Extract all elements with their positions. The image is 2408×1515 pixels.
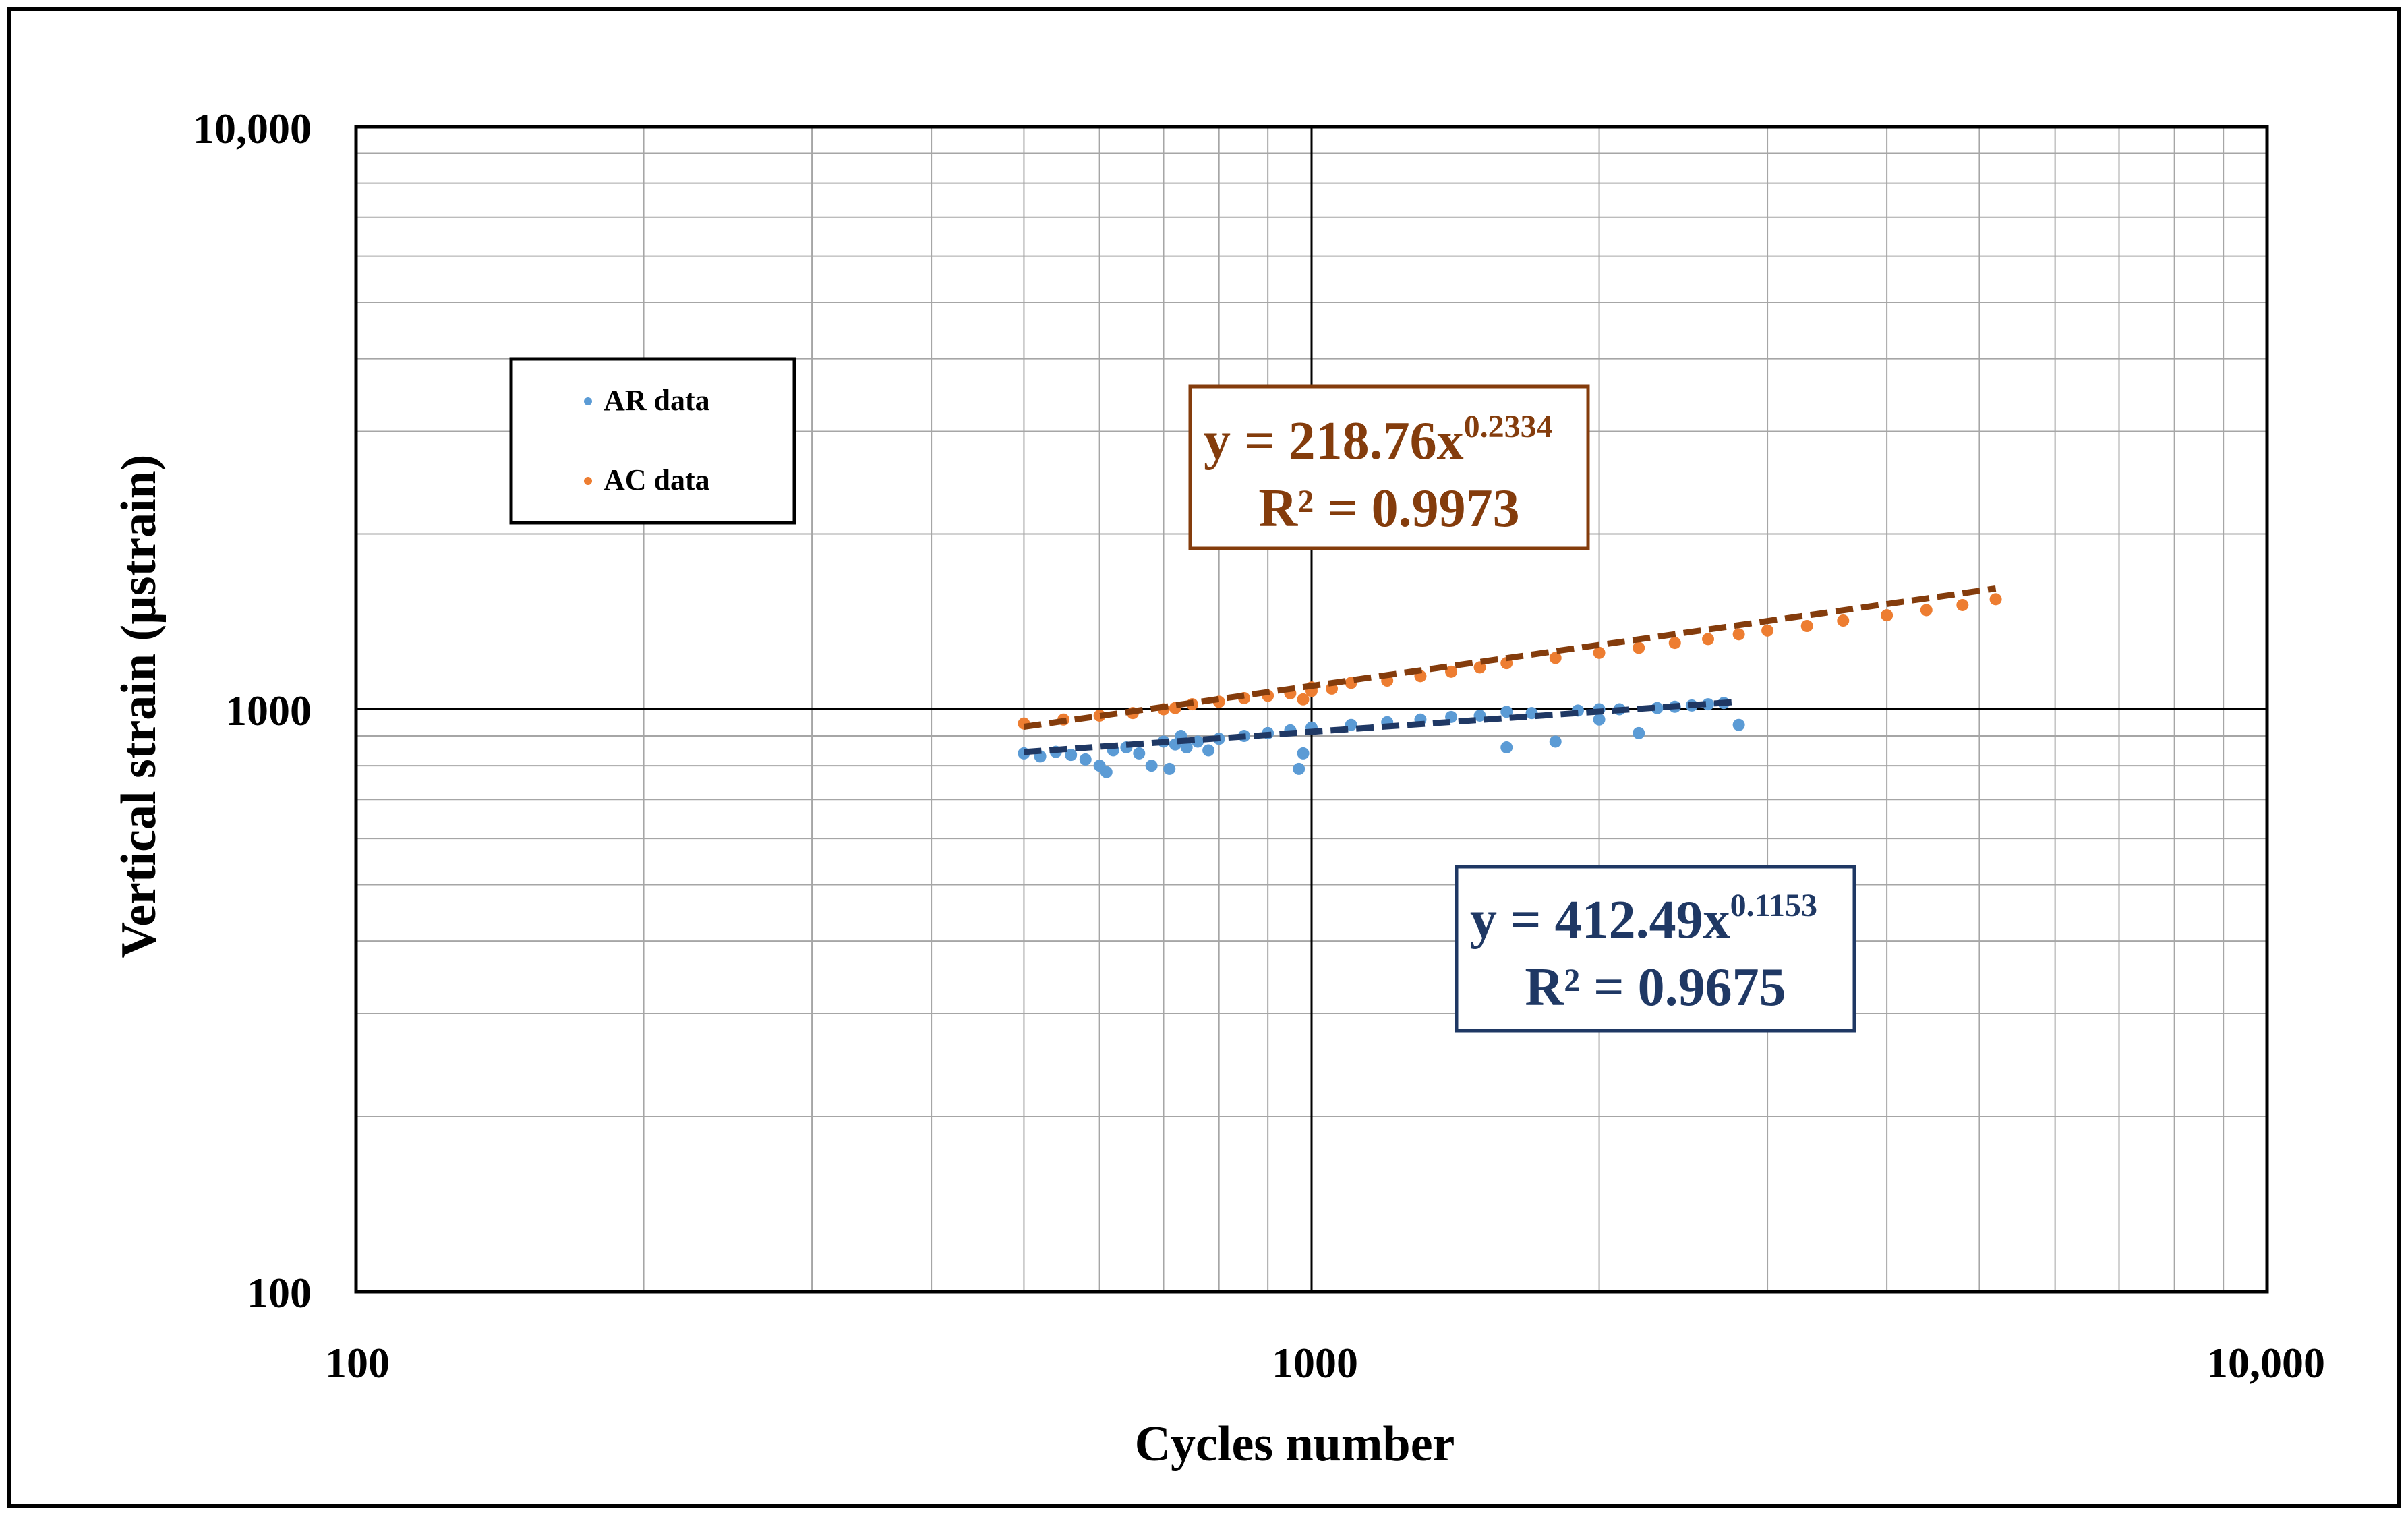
x-tick-label: 1000 <box>1272 1339 1358 1387</box>
legend-label-ac: AC data <box>604 463 710 496</box>
ar-equation-text: y = 412.49x0.1153 <box>1470 888 1817 950</box>
ar-data-point <box>1525 707 1538 720</box>
ac-data-point <box>1800 620 1813 633</box>
ac-data-point <box>1702 633 1715 646</box>
trendline-ac <box>1023 585 1997 730</box>
ar-data-point <box>1297 747 1310 760</box>
y-axis-title: Vertical strain (µstrain) <box>111 455 167 959</box>
x-tick-label: 10,000 <box>2206 1339 2325 1387</box>
grid-major <box>356 127 2267 1292</box>
ar-data-point <box>1133 747 1146 760</box>
legend-label-ar: AR data <box>604 384 710 417</box>
ac-equation-base: y = 218.76x <box>1204 411 1464 471</box>
ar-r2-text: R² = 0.9675 <box>1525 958 1786 1017</box>
ar-data-point <box>1145 760 1158 772</box>
ar-data-point <box>1473 709 1486 722</box>
x-tick-labels: 100 1000 10,000 <box>325 1339 2325 1387</box>
x-tick-label: 100 <box>325 1339 390 1387</box>
ar-data-point <box>1065 749 1078 762</box>
legend-marker-ar <box>584 397 592 405</box>
ar-data-point <box>1202 744 1215 757</box>
ar-data-point <box>1593 713 1606 726</box>
ac-data-point <box>1989 593 2002 606</box>
ac-data-point <box>1837 614 1850 627</box>
ac-equation-label: y = 218.76x0.2334 R² = 0.9973 <box>1188 384 1590 550</box>
legend-box <box>509 357 796 525</box>
plot-border <box>354 125 2269 1294</box>
ac-equation-box <box>1188 384 1590 550</box>
ac-data-point <box>1445 665 1458 678</box>
ac-equation-exponent: 0.2334 <box>1464 409 1553 445</box>
y-tick-labels: 100 1000 10,000 <box>193 105 312 1317</box>
y-tick-label: 1000 <box>225 687 312 735</box>
ar-data-point <box>1633 726 1645 739</box>
ar-data-point <box>1500 741 1513 754</box>
legend: AR data AC data <box>509 357 796 525</box>
ac-data-point <box>1668 637 1681 650</box>
ar-equation-base: y = 412.49x <box>1470 890 1730 950</box>
ac-data-point <box>1761 624 1774 637</box>
trendline-ar <box>1024 698 1739 755</box>
legend-marker-ac <box>584 477 592 485</box>
ar-data-point <box>1100 766 1113 778</box>
ar-data-point <box>1079 753 1092 766</box>
y-tick-label: 100 <box>247 1269 312 1317</box>
ar-data-point <box>1345 718 1357 731</box>
ar-data-point <box>1732 718 1745 731</box>
ac-data-point <box>1732 628 1745 641</box>
ar-data-point <box>1293 762 1305 775</box>
y-tick-label: 10,000 <box>193 105 312 152</box>
ac-equation-text: y = 218.76x0.2334 <box>1204 409 1553 471</box>
ac-data-point <box>1956 598 1969 611</box>
ac-data-point <box>1920 604 1933 617</box>
ac-data-point <box>1549 652 1562 664</box>
ar-data-point <box>1549 735 1562 748</box>
ar-data-point <box>1163 762 1176 775</box>
ac-r2-text: R² = 0.9973 <box>1258 479 1519 538</box>
ar-equation-label: y = 412.49x0.1153 R² = 0.9675 <box>1455 865 1856 1033</box>
ar-data-point <box>1180 741 1193 754</box>
x-axis-title: Cycles number <box>1135 1417 1455 1472</box>
ac-data-point <box>1297 693 1310 706</box>
ac-data-point <box>1633 641 1645 654</box>
ar-equation-exponent: 0.1153 <box>1730 888 1817 923</box>
ac-data-point <box>1881 609 1893 622</box>
ac-data-point <box>1593 646 1606 659</box>
ar-equation-box <box>1455 865 1856 1033</box>
